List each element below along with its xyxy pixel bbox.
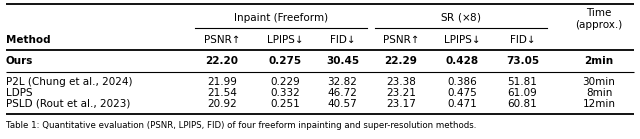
- Text: 0.229: 0.229: [270, 77, 300, 87]
- Text: LPIPS↓: LPIPS↓: [444, 35, 480, 45]
- Text: 61.09: 61.09: [508, 88, 538, 98]
- Text: 40.57: 40.57: [328, 99, 357, 109]
- Text: (approx.): (approx.): [575, 20, 623, 30]
- Text: P2L (Chung et al., 2024): P2L (Chung et al., 2024): [6, 77, 132, 87]
- Text: 0.386: 0.386: [447, 77, 477, 87]
- Text: 73.05: 73.05: [506, 56, 539, 66]
- Text: 32.82: 32.82: [328, 77, 357, 87]
- Text: Table 1: Quantitative evaluation (PSNR, LPIPS, FID) of four freeform inpainting : Table 1: Quantitative evaluation (PSNR, …: [6, 121, 476, 130]
- Text: 23.21: 23.21: [386, 88, 416, 98]
- Text: 0.475: 0.475: [447, 88, 477, 98]
- Text: FID↓: FID↓: [509, 35, 535, 45]
- Text: 22.20: 22.20: [205, 56, 239, 66]
- Text: 0.471: 0.471: [447, 99, 477, 109]
- Text: 0.251: 0.251: [270, 99, 300, 109]
- Text: 51.81: 51.81: [508, 77, 538, 87]
- Text: 23.38: 23.38: [386, 77, 416, 87]
- Text: 0.275: 0.275: [268, 56, 301, 66]
- Text: 30min: 30min: [582, 77, 616, 87]
- Text: SR ($\times$8): SR ($\times$8): [440, 12, 482, 24]
- Text: 12min: 12min: [582, 99, 616, 109]
- Text: PSNR↑: PSNR↑: [383, 35, 419, 45]
- Text: Method: Method: [6, 35, 51, 45]
- Text: LDPS: LDPS: [6, 88, 33, 98]
- Text: 2min: 2min: [584, 56, 614, 66]
- Text: Ours: Ours: [6, 56, 33, 66]
- Text: Time: Time: [586, 8, 612, 18]
- Text: 20.92: 20.92: [207, 99, 237, 109]
- Text: FID↓: FID↓: [330, 35, 355, 45]
- Text: 8min: 8min: [586, 88, 612, 98]
- Text: Inpaint (Freeform): Inpaint (Freeform): [234, 13, 328, 23]
- Text: 22.29: 22.29: [385, 56, 417, 66]
- Text: 30.45: 30.45: [326, 56, 359, 66]
- Text: 21.99: 21.99: [207, 77, 237, 87]
- Text: 0.332: 0.332: [270, 88, 300, 98]
- Text: 46.72: 46.72: [328, 88, 357, 98]
- Text: PSNR↑: PSNR↑: [204, 35, 240, 45]
- Text: 23.17: 23.17: [386, 99, 416, 109]
- Text: 60.81: 60.81: [508, 99, 538, 109]
- Text: PSLD (Rout et al., 2023): PSLD (Rout et al., 2023): [6, 99, 131, 109]
- Text: LPIPS↓: LPIPS↓: [267, 35, 303, 45]
- Text: 21.54: 21.54: [207, 88, 237, 98]
- Text: 0.428: 0.428: [445, 56, 479, 66]
